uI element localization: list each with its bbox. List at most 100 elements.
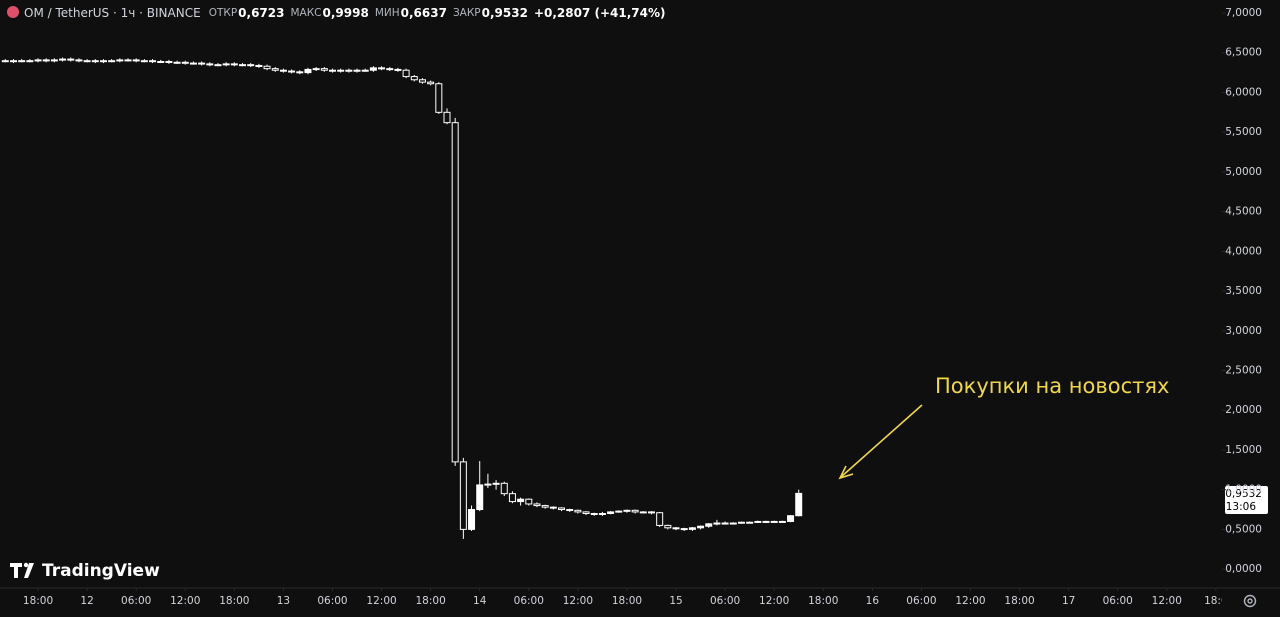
x-tick-label: 06:00: [514, 595, 544, 607]
candle-body: [656, 512, 664, 526]
candle-body: [312, 68, 320, 71]
candle-body: [239, 64, 247, 67]
candle-body: [157, 60, 165, 63]
legend-value: 0,6637: [401, 6, 447, 20]
legend-label: МИН: [375, 7, 400, 19]
y-tick-label: 0,5000: [1225, 523, 1262, 535]
candle-body: [705, 523, 713, 527]
candle-body: [607, 511, 615, 515]
x-tick-label: 16: [866, 595, 880, 607]
chart-header: OM / TetherUS · 1ч · BINANCE ОТКР0,6723 МА…: [24, 6, 666, 20]
symbol-icon: [7, 6, 19, 18]
plot-area: [1, 57, 803, 539]
candle-body: [361, 69, 369, 72]
candle-body: [754, 520, 762, 523]
candle-body: [59, 58, 67, 61]
candle-body: [672, 527, 680, 530]
candle-body: [67, 58, 75, 61]
watermark-logo: [10, 562, 34, 578]
candle-body: [713, 522, 721, 525]
candle-body: [386, 68, 394, 71]
candle-body: [247, 64, 255, 67]
candle-body: [721, 522, 729, 525]
candle-body: [279, 69, 287, 72]
x-tick-label: 12:00: [366, 595, 396, 607]
x-tick-label: 13: [277, 595, 290, 607]
legend-value: 0,9998: [323, 6, 369, 20]
x-axis: 18:00 12 06:00 12:00 18:00 13 06:00 12:00 18:00 1…: [23, 588, 1222, 607]
x-tick-label: 15: [669, 595, 682, 607]
candle-body: [369, 67, 377, 71]
y-tick-label: 2,5000: [1225, 365, 1262, 377]
candle-body: [214, 64, 222, 67]
y-tick-label: 6,0000: [1225, 86, 1262, 98]
candle-body: [680, 528, 688, 531]
annotation: Покупки на новостях: [935, 374, 1169, 398]
y-tick-label: 1,5000: [1225, 444, 1262, 456]
candle-body: [132, 59, 140, 62]
candle-body: [50, 59, 58, 62]
candle-body: [746, 521, 754, 524]
annotation-arrow: [838, 404, 923, 480]
candle-body: [99, 60, 107, 63]
legend-value: 0,6723: [238, 6, 284, 20]
candle-body: [729, 522, 737, 525]
candle-body: [484, 483, 492, 486]
countdown: 13:06: [1226, 501, 1257, 513]
x-tick-label: 18:00: [808, 595, 838, 607]
y-tick-label: 0,0000: [1225, 563, 1262, 575]
candle-body: [468, 509, 476, 530]
candle-body: [517, 498, 525, 503]
candle-body: [697, 525, 705, 529]
x-tick-label: 06:00: [906, 595, 936, 607]
y-tick-label: 3,0000: [1225, 325, 1262, 337]
legend-value: 0,9532: [482, 6, 528, 20]
candle-body: [353, 69, 361, 72]
candle-body: [91, 60, 99, 63]
candle-body: [451, 122, 459, 463]
candle-body: [476, 484, 484, 511]
candle-body: [459, 461, 467, 530]
x-tick-label: 18:00: [219, 595, 249, 607]
candle-body: [26, 60, 34, 63]
y-tick-label: 3,5000: [1225, 285, 1262, 297]
candle-body: [75, 59, 83, 62]
candle-body: [263, 65, 271, 70]
y-tick-label: 2,0000: [1225, 404, 1262, 416]
legend-label: МАКС: [290, 7, 321, 19]
candle-body: [737, 521, 745, 524]
candle-body: [394, 68, 402, 71]
candle-body: [378, 67, 386, 70]
candle-body: [508, 493, 516, 503]
candle-body: [615, 510, 623, 513]
candle-body: [345, 69, 353, 72]
candle-body: [778, 520, 786, 523]
settings-icon[interactable]: [1243, 594, 1257, 608]
candle-body: [108, 60, 116, 63]
candle-body: [222, 63, 230, 66]
candle-body: [427, 81, 435, 85]
x-tick-label: 12:00: [759, 595, 789, 607]
symbol-title: OM / TetherUS · 1ч · BINANCE: [24, 6, 201, 20]
x-tick-label: 06:00: [710, 595, 740, 607]
candle-body: [574, 509, 582, 513]
y-tick-label: 5,0000: [1225, 166, 1262, 178]
candle-body: [124, 59, 132, 62]
candle-body: [525, 498, 533, 505]
candle-body: [410, 76, 418, 81]
candle-body: [500, 482, 508, 495]
y-tick-label: 1,0000: [1225, 484, 1262, 496]
candle-body: [598, 513, 606, 516]
candle-body: [140, 60, 148, 63]
candle-body: [288, 70, 296, 73]
candle-body: [590, 513, 598, 516]
candle-body: [762, 520, 770, 523]
x-tick-label: 06:00: [1103, 595, 1133, 607]
candle-body: [623, 509, 631, 512]
candle-body: [631, 509, 639, 513]
candle-body: [18, 60, 26, 63]
candle-body: [181, 61, 189, 64]
candle-body: [230, 63, 238, 66]
